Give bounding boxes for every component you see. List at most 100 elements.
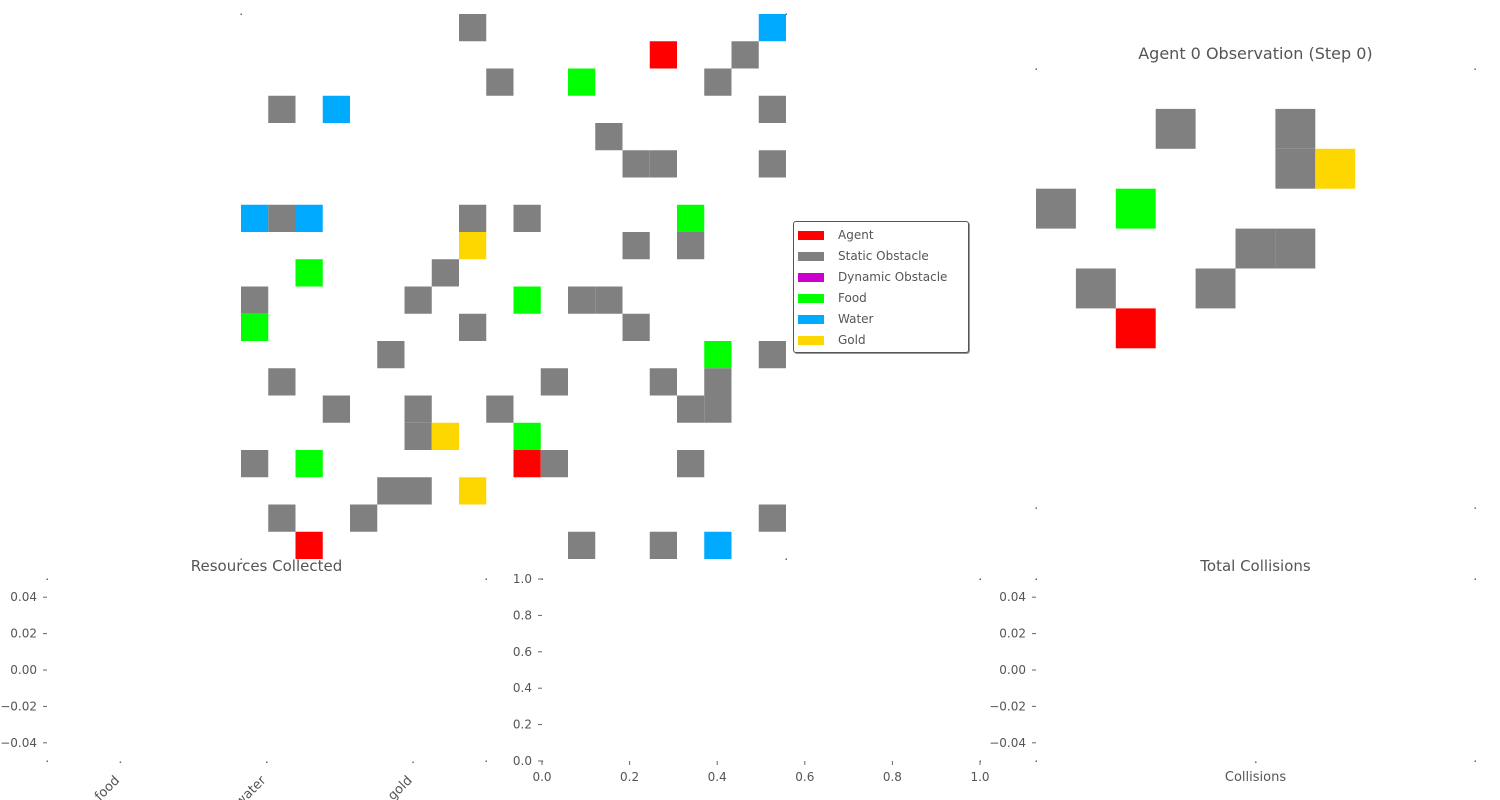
- collisions-ytick-label: −0.02: [989, 699, 1026, 713]
- empty-axes-xtick-label: 0.8: [883, 770, 902, 784]
- env-cell-static-obstacle: [540, 450, 568, 478]
- env-cell-agent: [513, 450, 541, 478]
- legend-item-dynamic-obstacle: Dynamic Obstacle: [798, 270, 947, 284]
- env-grid-corner-3: [785, 558, 787, 560]
- observation-title: Agent 0 Observation (Step 0): [1138, 44, 1372, 63]
- env-cell-static-obstacle: [486, 395, 514, 423]
- legend-swatch-gold: [798, 335, 824, 345]
- resources-xtick: [119, 761, 122, 763]
- collisions-ytick-label: 0.04: [999, 590, 1026, 604]
- obs-cell-food: [1115, 188, 1156, 229]
- obs-cell-gold: [1315, 148, 1356, 189]
- env-cell-food: [513, 422, 541, 450]
- collisions-xtick-label: Collisions: [1225, 770, 1286, 785]
- env-cell-food: [513, 286, 541, 314]
- legend-swatch-food: [798, 293, 824, 303]
- env-cell-static-obstacle: [568, 286, 596, 314]
- legend-item-agent: Agent: [798, 228, 874, 242]
- env-cell-water: [704, 531, 732, 559]
- resources-corner-2: [46, 760, 48, 762]
- env-cell-static-obstacle: [322, 395, 350, 423]
- env-cell-static-obstacle: [758, 150, 786, 178]
- obs-grid-corner-0: [1035, 68, 1037, 70]
- empty-axes-ytick-label: 0.8: [513, 608, 532, 622]
- legend-item-food: Food: [798, 291, 867, 305]
- env-cell-static-obstacle: [241, 286, 269, 314]
- legend-label-food: Food: [838, 291, 867, 305]
- env-cell-static-obstacle: [459, 14, 487, 42]
- collisions-xtick: [1255, 761, 1257, 763]
- legend-swatch-static-obstacle: [798, 251, 824, 261]
- empty-axes-corner-0: [541, 578, 543, 580]
- resources-ytick-label: 0.02: [10, 627, 37, 641]
- obs-cell-static-obstacle: [1036, 188, 1076, 229]
- legend-label-static-obstacle: Static Obstacle: [838, 249, 929, 263]
- env-cell-static-obstacle: [758, 341, 786, 369]
- collisions-ytick-label: 0.02: [999, 627, 1026, 641]
- obs-cell-static-obstacle: [1275, 148, 1316, 189]
- env-cell-static-obstacle: [677, 232, 705, 260]
- env-cell-static-obstacle: [404, 395, 432, 423]
- empty-axes-ytick-label: 0.0: [513, 754, 532, 768]
- legend-label-dynamic-obstacle: Dynamic Obstacle: [838, 270, 948, 284]
- env-cell-static-obstacle: [677, 395, 705, 423]
- resources-ytick-label: 0.00: [10, 663, 37, 677]
- obs-grid-corner-3: [1474, 507, 1476, 509]
- env-cell-static-obstacle: [268, 504, 296, 532]
- empty-axes-ytick-label: 1.0: [513, 572, 532, 586]
- env-cell-static-obstacle: [459, 313, 487, 341]
- env-cell-static-obstacle: [241, 450, 269, 478]
- obs-grid-corner-2: [1035, 507, 1037, 509]
- env-cell-water: [322, 95, 350, 123]
- env-cell-static-obstacle: [758, 504, 786, 532]
- empty-axes-xtick-label: 1.0: [970, 770, 989, 784]
- empty-axes-xtick-label: 0.4: [708, 770, 727, 784]
- env-grid-corner-2: [240, 558, 242, 560]
- legend-item-water: Water: [798, 312, 873, 326]
- resources-corner-0: [46, 578, 48, 580]
- env-cell-static-obstacle: [377, 477, 405, 505]
- empty-axes-ytick-label: 0.2: [513, 718, 532, 732]
- env-cell-food: [568, 68, 596, 96]
- env-cell-static-obstacle: [622, 232, 650, 260]
- obs-cell-static-obstacle: [1235, 228, 1276, 269]
- env-grid-corner-0: [240, 13, 242, 15]
- env-cell-static-obstacle: [377, 341, 405, 369]
- env-cell-water: [295, 204, 323, 232]
- resources-ytick-label: −0.02: [0, 699, 37, 713]
- env-cell-static-obstacle: [704, 395, 732, 423]
- legend-swatch-dynamic-obstacle: [798, 272, 824, 282]
- resources-corner-3: [485, 760, 487, 762]
- env-cell-gold: [459, 232, 487, 260]
- collisions-corner-2: [1035, 760, 1037, 762]
- env-cell-static-obstacle: [486, 68, 514, 96]
- env-cell-static-obstacle: [540, 368, 568, 396]
- empty-axes-corner-1: [979, 578, 981, 580]
- env-cell-static-obstacle: [649, 368, 677, 396]
- env-cell-static-obstacle: [677, 450, 705, 478]
- legend: Agent Static Obstacle Dynamic Obstacle F…: [793, 221, 969, 353]
- resources-title: Resources Collected: [191, 557, 342, 575]
- env-cell-agent: [649, 41, 677, 69]
- env-cell-static-obstacle: [513, 204, 541, 232]
- env-cell-food: [677, 204, 705, 232]
- env-cell-water: [241, 204, 269, 232]
- empty-axes-xtick-label: 0.0: [532, 770, 551, 784]
- legend-label-water: Water: [838, 312, 874, 326]
- env-cell-static-obstacle: [649, 150, 677, 178]
- legend-swatch-agent: [798, 230, 824, 240]
- env-cell-water: [758, 14, 786, 42]
- empty-axes-ytick-label: 0.6: [513, 645, 532, 659]
- env-cell-static-obstacle: [622, 313, 650, 341]
- collisions-ytick-label: −0.04: [989, 736, 1026, 750]
- env-cell-static-obstacle: [704, 68, 732, 96]
- legend-label-gold: Gold: [838, 333, 866, 347]
- env-cell-agent: [295, 531, 323, 559]
- obs-grid-corner-1: [1474, 68, 1476, 70]
- resources-xtick-label: gold: [385, 773, 415, 800]
- obs-cell-static-obstacle: [1155, 108, 1196, 149]
- obs-cell-static-obstacle: [1075, 268, 1116, 309]
- obs-cell-static-obstacle: [1195, 268, 1236, 309]
- resources-ytick-label: −0.04: [0, 736, 37, 750]
